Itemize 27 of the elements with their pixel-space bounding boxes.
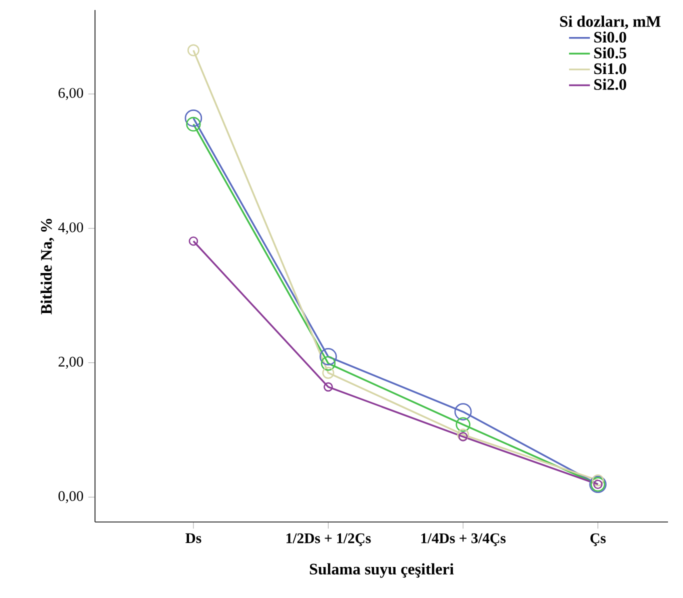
- point: [324, 382, 333, 392]
- point: [186, 116, 201, 132]
- point: [184, 109, 202, 127]
- point: [458, 432, 468, 442]
- x-tick-label: 1/4Ds + 3/4Çs: [421, 533, 506, 546]
- legend-label: Si1.0: [594, 62, 626, 74]
- legend-title: Si dozları, mM: [560, 16, 661, 30]
- legend-label: Si0.0: [594, 31, 626, 43]
- point: [457, 428, 470, 441]
- x-tick-label: 1/2Ds + 1/2Çs: [286, 533, 371, 546]
- legend-label: Si2.0: [594, 78, 626, 90]
- point: [454, 403, 472, 420]
- y-tick-label: 4,00: [58, 222, 84, 234]
- x-tick-label: Ds: [186, 533, 202, 544]
- point: [187, 44, 200, 56]
- point: [456, 417, 470, 432]
- legend-label: Si0.5: [594, 47, 626, 58]
- point: [322, 366, 334, 379]
- y-tick-label: 6,00: [58, 88, 84, 100]
- y-tick-label: 0,00: [58, 491, 84, 504]
- y-tick-label: 2,00: [58, 356, 84, 369]
- point: [320, 356, 336, 371]
- x-tick-label: Çs: [590, 533, 606, 546]
- point: [320, 348, 337, 366]
- point: [188, 236, 198, 246]
- y-axis-title: Bitkide Na, %: [40, 218, 54, 314]
- x-axis-title: Sulama suyu çeşitleri: [310, 563, 454, 578]
